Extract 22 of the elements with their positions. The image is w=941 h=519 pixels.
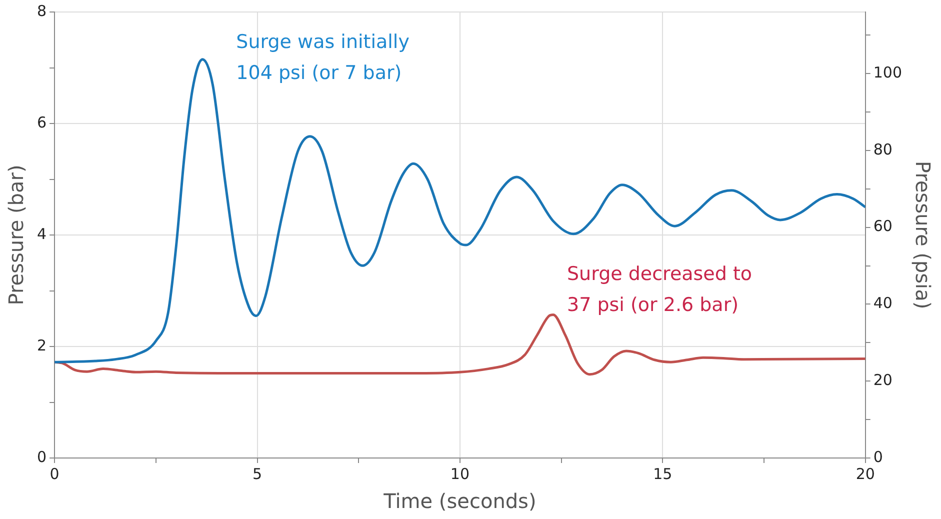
x-tick-label: 0: [50, 464, 60, 483]
annotation: Surge was initially 104 psi (or 7 bar): [236, 31, 410, 84]
y-tick-label: 0: [36, 448, 47, 466]
annotation: Surge decreased to 37 psi (or 2.6 bar): [566, 263, 752, 316]
y-axis-title: Pressure (bar): [4, 164, 28, 306]
x-tick-label: 15: [653, 464, 672, 483]
line-series: [54, 58, 866, 364]
y2-tick-label: 80: [873, 140, 892, 158]
y2-tick-label: 100: [873, 63, 902, 82]
y2-tick-label: 20: [873, 370, 892, 389]
y2-tick-label: 40: [873, 294, 892, 312]
y2-tick-label: 60: [873, 217, 892, 236]
x-tick-label: 20: [856, 464, 875, 483]
y2-axis-title: Pressure (psia): [910, 160, 935, 310]
x-axis-title: Time (seconds): [382, 489, 536, 514]
y2-tick-label: 0: [873, 448, 883, 466]
y-tick-label: 6: [36, 113, 47, 132]
x-tick-label: 5: [252, 464, 262, 483]
y-tick-label: 4: [36, 224, 47, 243]
y-tick-label: 2: [36, 336, 47, 354]
x-tick-label: 10: [450, 464, 470, 483]
y-tick-label: 8: [36, 2, 47, 20]
